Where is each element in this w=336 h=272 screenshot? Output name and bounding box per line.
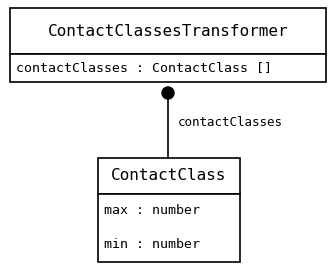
Bar xyxy=(10,54,326,82)
Bar xyxy=(98,194,240,262)
Text: max : number: max : number xyxy=(104,205,200,218)
Bar xyxy=(10,8,326,54)
Text: contactClasses: contactClasses xyxy=(178,116,283,128)
Text: ContactClass: ContactClass xyxy=(111,168,227,184)
Text: min : number: min : number xyxy=(104,239,200,252)
Bar xyxy=(98,158,240,194)
Text: ContactClassesTransformer: ContactClassesTransformer xyxy=(48,23,288,39)
Circle shape xyxy=(162,87,174,99)
Text: contactClasses : ContactClass []: contactClasses : ContactClass [] xyxy=(16,61,272,75)
